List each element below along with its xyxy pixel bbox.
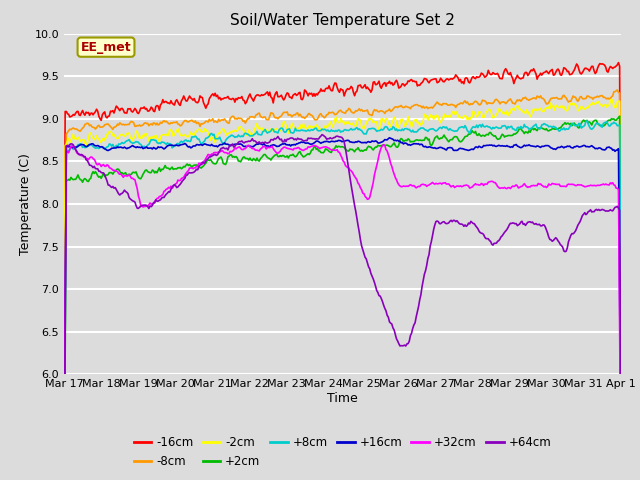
-16cm: [372, 82, 380, 87]
-2cm: [566, 102, 573, 108]
-8cm: [399, 104, 406, 110]
-16cm: [614, 60, 622, 65]
+16cm: [399, 141, 407, 147]
-16cm: [60, 365, 68, 371]
-16cm: [234, 97, 241, 103]
+64cm: [373, 288, 381, 293]
Line: +8cm: +8cm: [64, 121, 621, 480]
+8cm: [583, 118, 591, 124]
+16cm: [60, 439, 68, 445]
-2cm: [60, 389, 68, 395]
+16cm: [470, 145, 478, 151]
-8cm: [372, 108, 380, 114]
+32cm: [567, 181, 575, 187]
-2cm: [399, 117, 406, 122]
-2cm: [295, 125, 303, 131]
+2cm: [399, 136, 406, 142]
Text: EE_met: EE_met: [81, 41, 131, 54]
-16cm: [617, 337, 625, 343]
-2cm: [234, 128, 241, 133]
+32cm: [234, 145, 241, 151]
Line: +32cm: +32cm: [64, 144, 621, 468]
-8cm: [617, 288, 625, 294]
-8cm: [295, 113, 303, 119]
+8cm: [469, 124, 477, 130]
Line: -2cm: -2cm: [64, 100, 621, 392]
+8cm: [399, 126, 406, 132]
-2cm: [617, 360, 625, 366]
+8cm: [295, 128, 303, 133]
+64cm: [567, 232, 575, 238]
+32cm: [372, 168, 380, 173]
+16cm: [617, 440, 625, 445]
Legend: -16cm, -8cm, -2cm, +2cm, +8cm, +16cm, +32cm, +64cm: -16cm, -8cm, -2cm, +2cm, +8cm, +16cm, +3…: [129, 432, 556, 473]
+64cm: [295, 136, 303, 142]
Line: -16cm: -16cm: [64, 62, 621, 368]
+32cm: [470, 182, 478, 188]
+16cm: [234, 141, 241, 147]
-8cm: [469, 100, 477, 106]
+32cm: [295, 145, 303, 151]
+8cm: [234, 134, 241, 140]
-2cm: [372, 119, 380, 125]
+8cm: [617, 313, 625, 319]
+16cm: [386, 135, 394, 141]
+2cm: [617, 306, 625, 312]
+16cm: [567, 144, 575, 150]
Line: +2cm: +2cm: [64, 116, 621, 480]
+64cm: [318, 132, 326, 138]
+32cm: [399, 183, 407, 189]
+64cm: [470, 221, 478, 227]
+2cm: [234, 155, 241, 161]
+2cm: [295, 150, 303, 156]
Line: -8cm: -8cm: [64, 90, 621, 480]
+2cm: [372, 144, 380, 150]
-2cm: [607, 97, 614, 103]
+32cm: [617, 465, 625, 471]
+2cm: [566, 122, 573, 128]
Y-axis label: Temperature (C): Temperature (C): [19, 153, 32, 255]
-8cm: [566, 98, 573, 104]
X-axis label: Time: Time: [327, 392, 358, 405]
-8cm: [234, 116, 241, 122]
Title: Soil/Water Temperature Set 2: Soil/Water Temperature Set 2: [230, 13, 455, 28]
-8cm: [614, 87, 621, 93]
+16cm: [372, 138, 380, 144]
+8cm: [372, 127, 380, 132]
+8cm: [566, 124, 573, 130]
+32cm: [60, 441, 68, 447]
Line: +64cm: +64cm: [64, 135, 621, 480]
-16cm: [469, 74, 477, 80]
+2cm: [469, 129, 477, 135]
+64cm: [399, 343, 407, 348]
+2cm: [616, 113, 623, 119]
+64cm: [617, 376, 625, 382]
Line: +16cm: +16cm: [64, 138, 621, 443]
+16cm: [295, 140, 303, 146]
+32cm: [380, 142, 387, 147]
-16cm: [566, 72, 573, 78]
+64cm: [234, 142, 241, 147]
-16cm: [295, 90, 303, 96]
-2cm: [469, 108, 477, 114]
-16cm: [399, 81, 406, 87]
